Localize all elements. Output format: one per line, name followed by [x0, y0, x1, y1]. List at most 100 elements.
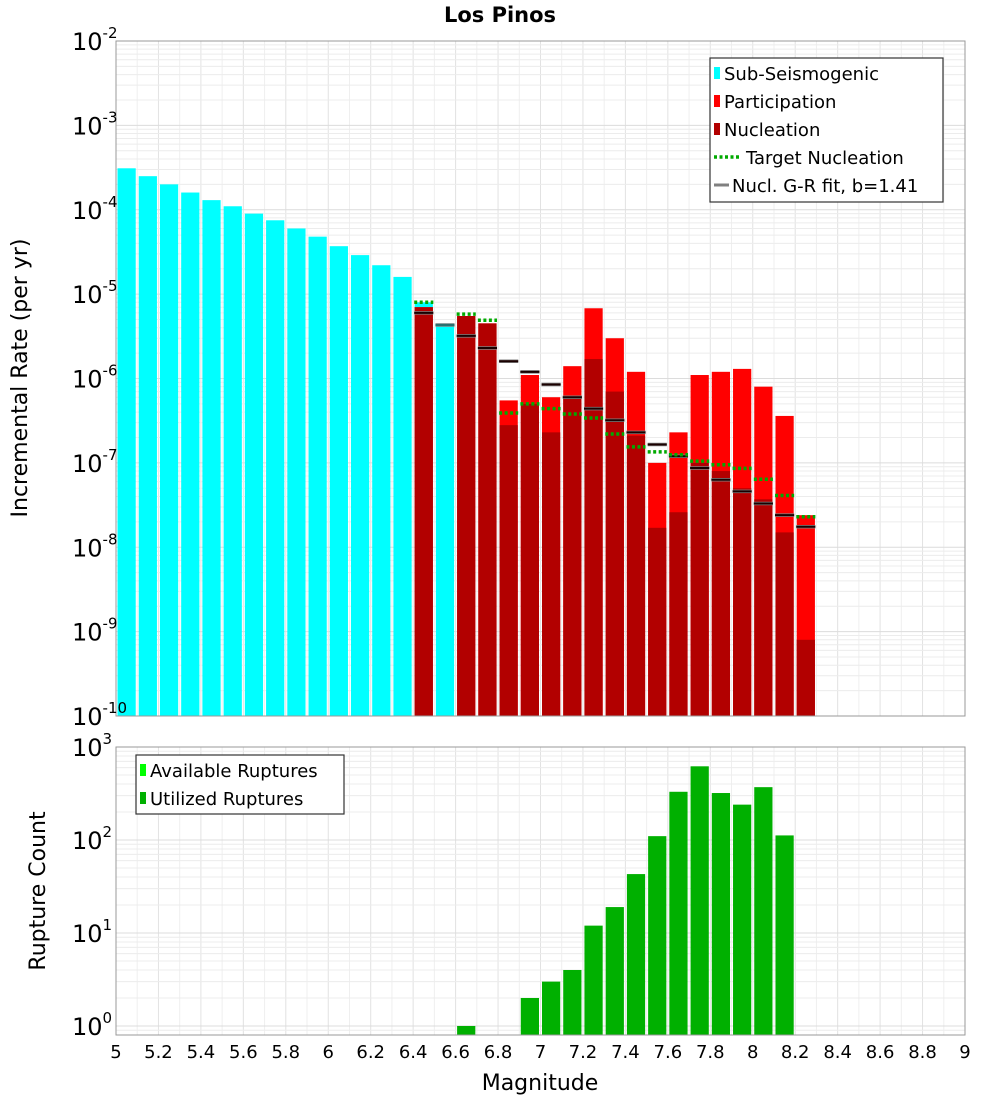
bottom-plot-border	[115, 746, 966, 1036]
utilized-ruptures-bar	[775, 835, 794, 1035]
top-y-tick-labels: 10-10 10-9 10-8 10-7 10-6 10-5 10-4 10-3 10-2	[72, 24, 127, 731]
sub-seismogenic-bar	[159, 184, 179, 717]
top-plot-border	[115, 40, 966, 717]
nucleation-bar	[796, 639, 815, 716]
legend-swatch-sub-seismogenic	[714, 67, 720, 79]
nucleation-bar	[648, 527, 667, 716]
x-tick-labels: 5 5.2 5.4 5.6 5.8 6 6.2 6.4 6.6 6.8 7 7.2 7.4 7.6 7.8 8…	[110, 1042, 970, 1063]
utilized-ruptures-bar	[520, 997, 539, 1035]
x-tick-label: 7.6	[654, 1042, 683, 1063]
nucleation-bar	[669, 512, 688, 716]
x-tick-label: 7.4	[611, 1042, 640, 1063]
x-tick-label: 8	[747, 1042, 758, 1063]
bottom-legend-box	[135, 754, 345, 815]
nucleation-bar	[775, 532, 794, 716]
legend-swatch-utilized-ruptures	[140, 792, 146, 804]
sub-seismogenic-bar	[223, 206, 242, 716]
y-tick-label: 103	[72, 730, 112, 762]
rupture-count-panel: 100 101 102 103 5 5.2 5.4 5.6 5.8 6 6.2 6.4 6.6 6.8 7…	[26, 730, 971, 1096]
nucleation-bar	[499, 425, 518, 716]
utilized-ruptures-bar	[669, 791, 688, 1035]
sub-seismogenic-bar	[435, 323, 455, 716]
x-tick-label: 6	[323, 1042, 334, 1063]
y-tick-label: 10-8	[72, 530, 118, 562]
top-bars	[117, 168, 815, 717]
x-tick-label: 6.6	[441, 1042, 470, 1063]
x-tick-label: 5.8	[271, 1042, 300, 1063]
nucleation-bar	[711, 471, 731, 716]
y-tick-label: 100	[72, 1009, 112, 1041]
sub-seismogenic-bar	[372, 265, 391, 716]
x-tick-label: 8.4	[823, 1042, 852, 1063]
nucleation-bar	[733, 488, 752, 716]
sub-seismogenic-bar	[181, 192, 200, 717]
sub-seismogenic-bar	[138, 176, 157, 716]
nucleation-bar	[605, 391, 624, 716]
top-y-axis-label: Incremental Rate (per yr)	[8, 239, 33, 518]
x-tick-label: 9	[959, 1042, 970, 1063]
incremental-rate-panel: 10-10 10-9 10-8 10-7 10-6 10-5 10-4 10-3 10-2 In…	[8, 24, 966, 731]
bottom-bars	[457, 766, 794, 1035]
y-tick-label: 10-5	[72, 277, 118, 309]
nucleation-bar	[584, 359, 603, 716]
nucleation-bar	[563, 397, 582, 716]
utilized-ruptures-bar	[754, 787, 773, 1035]
x-tick-label: 5.2	[144, 1042, 173, 1063]
nucleation-bar	[754, 499, 773, 716]
legend-label-target-nucleation: Target Nucleation	[745, 148, 904, 169]
utilized-ruptures-bar	[648, 836, 667, 1035]
y-tick-label: 10-3	[72, 108, 118, 140]
nucleation-bar	[478, 323, 497, 716]
y-tick-label: 10-9	[72, 615, 118, 647]
nucleation-bar	[542, 432, 561, 716]
sub-seismogenic-bar	[329, 246, 348, 716]
legend-label-nucleation: Nucleation	[724, 120, 820, 141]
top-line-markers	[414, 300, 816, 529]
utilized-ruptures-bar	[626, 874, 646, 1035]
nucleation-bar	[520, 403, 539, 716]
sub-seismogenic-bar	[393, 276, 412, 716]
sub-seismogenic-bar	[244, 213, 264, 717]
x-tick-label: 6.2	[356, 1042, 385, 1063]
x-tick-label: 5.4	[187, 1042, 216, 1063]
nucleation-bar	[414, 307, 433, 716]
y-tick-label: 10-10	[72, 699, 127, 731]
x-tick-label: 6.8	[484, 1042, 513, 1063]
sub-seismogenic-bar	[350, 255, 370, 716]
utilized-ruptures-bar	[733, 804, 752, 1035]
legend-label-sub-seismogenic: Sub-Seismogenic	[724, 64, 879, 85]
bottom-y-tick-labels: 100 101 102 103	[72, 730, 112, 1041]
utilized-ruptures-bar	[457, 1025, 476, 1035]
x-tick-label: 7	[535, 1042, 546, 1063]
top-legend-box	[709, 57, 944, 203]
sub-seismogenic-bar	[287, 228, 306, 716]
x-tick-label: 7.8	[696, 1042, 725, 1063]
utilized-ruptures-bar	[690, 766, 709, 1035]
bottom-y-axis-label: Rupture Count	[26, 811, 51, 971]
y-tick-label: 10-6	[72, 362, 118, 394]
y-tick-label: 10-4	[72, 193, 118, 225]
sub-seismogenic-bar	[266, 220, 285, 717]
utilized-ruptures-bar	[584, 925, 603, 1035]
legend-label-participation: Participation	[724, 92, 836, 113]
x-tick-label: 8.2	[781, 1042, 810, 1063]
y-tick-label: 10-2	[72, 24, 118, 56]
utilized-ruptures-bar	[711, 793, 731, 1035]
x-tick-label: 5	[110, 1042, 121, 1063]
legend-label-available-ruptures: Available Ruptures	[150, 761, 318, 782]
x-tick-label: 8.6	[866, 1042, 895, 1063]
utilized-ruptures-bar	[605, 907, 624, 1035]
legend-swatch-available-ruptures	[140, 764, 146, 776]
sub-seismogenic-bar	[117, 168, 136, 716]
x-tick-label: 6.4	[399, 1042, 428, 1063]
legend-label-utilized-ruptures: Utilized Ruptures	[150, 789, 303, 810]
chart-title: Los Pinos	[444, 3, 556, 27]
nucleation-bar	[626, 435, 646, 716]
y-tick-label: 102	[72, 823, 112, 855]
utilized-ruptures-bar	[542, 981, 561, 1035]
y-tick-label: 101	[72, 916, 112, 948]
sub-seismogenic-bar	[202, 200, 221, 716]
x-tick-label: 5.6	[229, 1042, 258, 1063]
bottom-legend: Available Ruptures Utilized Ruptures	[135, 754, 345, 815]
